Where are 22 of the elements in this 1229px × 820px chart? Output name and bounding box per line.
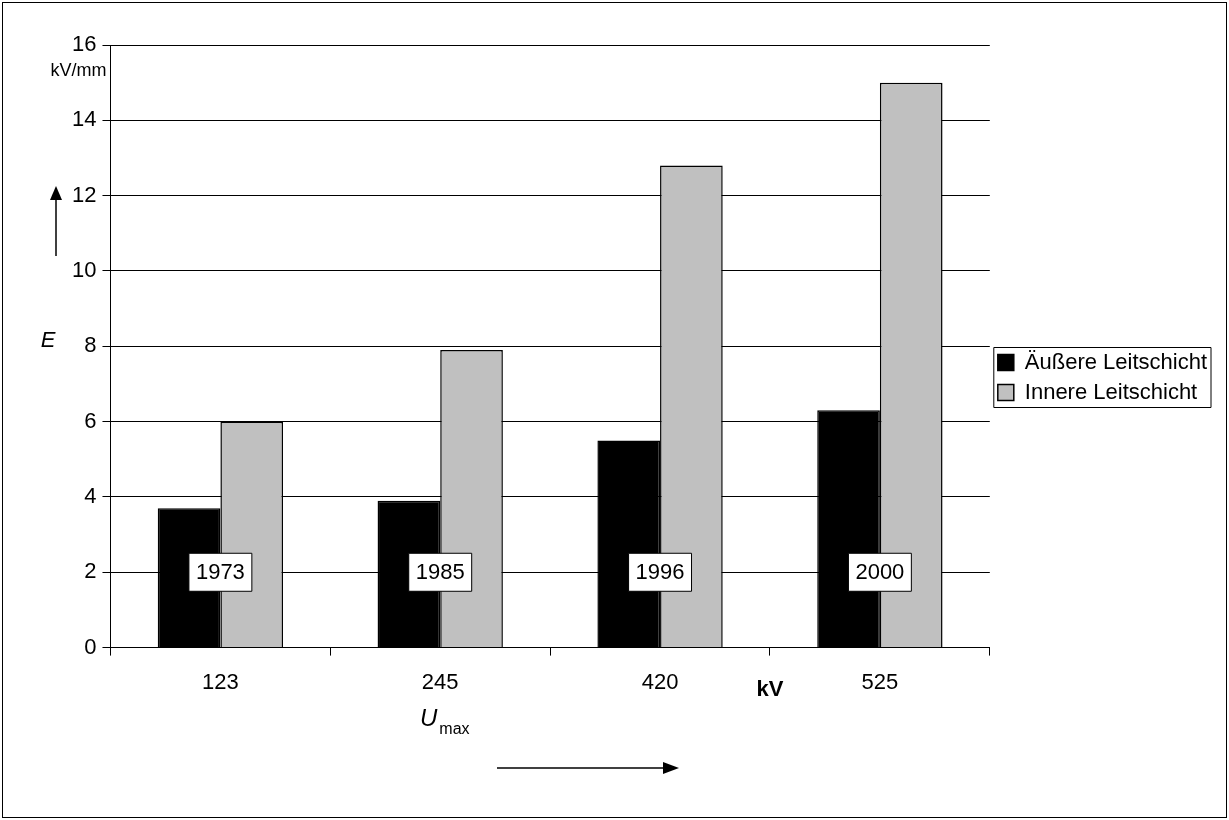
x-tick-label: 525 <box>861 668 899 694</box>
y-tick-label: 4 <box>84 483 97 509</box>
x-tick-label: 245 <box>421 668 459 694</box>
y-tick-label: 6 <box>84 407 97 433</box>
y-tick-label: 0 <box>84 633 97 659</box>
text: kV/mm <box>50 59 107 80</box>
annotation: 1996 <box>635 559 685 585</box>
text: kV <box>756 675 784 701</box>
annotation: 1973 <box>195 559 245 585</box>
x-tick-label: 123 <box>202 668 239 694</box>
y-axis-title: E <box>40 327 56 353</box>
x-tick-label: 420 <box>641 668 679 694</box>
legend-label: Innere Leitschicht <box>1024 378 1198 404</box>
y-tick-label: 2 <box>84 558 97 584</box>
legend-label: Äußere Leitschicht <box>1024 348 1207 374</box>
y-tick-label: 8 <box>84 332 97 358</box>
y-tick-label: 10 <box>71 257 97 283</box>
annotation: 2000 <box>855 559 905 585</box>
y-tick-label: 16 <box>71 31 97 57</box>
annotation: 1985 <box>415 559 465 585</box>
y-tick-label: 14 <box>71 106 97 132</box>
y-tick-label: 12 <box>71 181 97 207</box>
